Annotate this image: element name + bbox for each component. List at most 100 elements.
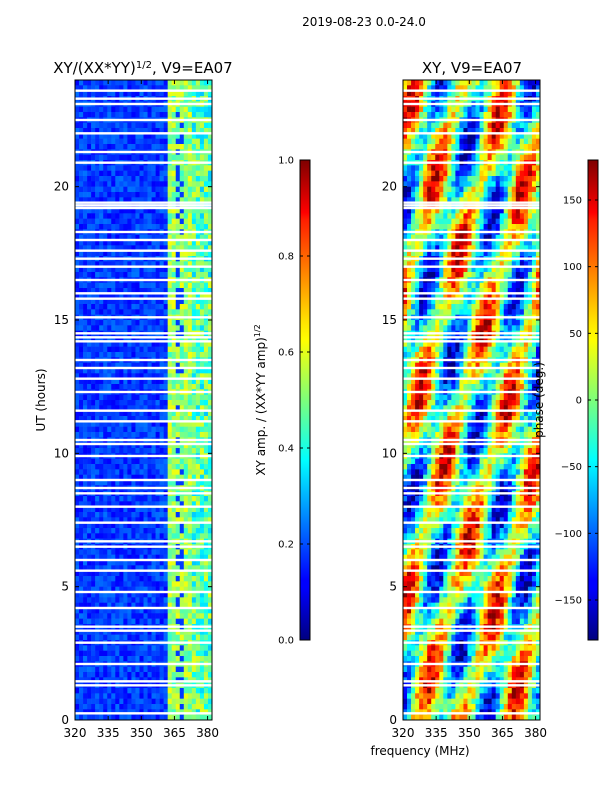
heatmap-cell	[535, 197, 541, 203]
heatmap-cell	[199, 325, 205, 331]
heatmap-cell	[135, 288, 140, 294]
heatmap-cell	[191, 586, 197, 593]
heatmap-cell	[175, 170, 181, 177]
heatmap-cell	[111, 208, 116, 214]
heatmap-cell	[427, 80, 432, 86]
flagged-row	[75, 569, 212, 572]
heatmap-cell	[191, 144, 197, 150]
heatmap-cell	[431, 85, 436, 91]
heatmap-cell	[79, 346, 84, 353]
heatmap-cell	[195, 570, 201, 577]
heatmap-cell	[79, 469, 84, 475]
heatmap-cell	[535, 122, 541, 129]
heatmap-cell	[199, 362, 205, 369]
heatmap-cell	[199, 128, 205, 134]
heatmap-cell	[159, 512, 164, 518]
heatmap-cell	[163, 554, 168, 561]
heatmap-cell	[95, 250, 100, 257]
heatmap-cell	[75, 352, 80, 358]
heatmap-cell	[183, 416, 189, 422]
heatmap-cell	[75, 469, 80, 475]
flagged-row	[75, 390, 212, 394]
heatmap-cell	[163, 106, 168, 113]
heatmap-cell	[131, 362, 136, 369]
heatmap-cell	[171, 688, 177, 694]
heatmap-cell	[483, 186, 488, 193]
heatmap-cell	[143, 240, 148, 246]
heatmap-cell	[75, 224, 80, 230]
heatmap-cell	[523, 122, 529, 129]
heatmap-cell	[487, 144, 492, 150]
heatmap-cell	[203, 432, 209, 438]
heatmap-cell	[79, 128, 84, 134]
heatmap-cell	[87, 352, 92, 358]
heatmap-cell	[175, 288, 181, 294]
heatmap-cell	[119, 309, 124, 315]
heatmap-cell	[183, 698, 189, 705]
heatmap-cell	[75, 650, 80, 657]
heatmap-cell	[107, 85, 112, 91]
heatmap-cell	[207, 592, 213, 598]
heatmap-cell	[131, 197, 136, 203]
heatmap-cell	[159, 346, 164, 353]
heatmap-cell	[135, 400, 140, 406]
heatmap-cell	[159, 250, 164, 257]
heatmap-cell	[75, 336, 80, 342]
heatmap-cell	[183, 346, 189, 353]
heatmap-cell	[135, 298, 140, 305]
heatmap-cell	[103, 181, 108, 187]
heatmap-cell	[147, 293, 152, 299]
heatmap-cell	[147, 378, 152, 385]
heatmap-cell	[115, 634, 120, 641]
heatmap-cell	[95, 554, 100, 561]
heatmap-cell	[127, 469, 132, 475]
heatmap-cell	[187, 234, 193, 241]
heatmap-cell	[107, 378, 112, 385]
heatmap-cell	[187, 522, 193, 529]
heatmap-cell	[187, 144, 193, 150]
heatmap-cell	[187, 421, 193, 427]
heatmap-cell	[111, 341, 116, 347]
heatmap-cell	[111, 421, 116, 427]
heatmap-cell	[167, 192, 173, 198]
heatmap-cell	[155, 650, 160, 657]
heatmap-cell	[167, 570, 173, 577]
heatmap-cell	[431, 90, 436, 97]
heatmap-cell	[495, 80, 501, 86]
heatmap-cell	[491, 170, 496, 177]
heatmap-cell	[131, 442, 136, 449]
heatmap-cell	[511, 90, 517, 97]
heatmap-cell	[87, 250, 92, 257]
heatmap-cell	[87, 602, 92, 609]
heatmap-cell	[467, 176, 472, 182]
heatmap-cell	[103, 282, 108, 289]
heatmap-cell	[519, 176, 525, 182]
heatmap-cell	[87, 613, 92, 619]
heatmap-cell	[115, 282, 120, 289]
heatmap-cell	[179, 581, 185, 587]
heatmap-cell	[179, 272, 185, 278]
heatmap-cell	[423, 112, 428, 118]
heatmap-cell	[83, 341, 88, 347]
heatmap-cell	[175, 128, 181, 134]
heatmap-cell	[83, 629, 88, 635]
heatmap-cell	[475, 176, 480, 182]
heatmap-cell	[131, 224, 136, 230]
heatmap-cell	[107, 586, 112, 593]
heatmap-cell	[155, 176, 160, 182]
heatmap-cell	[199, 378, 205, 385]
amplitude-title-main: XY/(XX*YY)	[53, 59, 136, 77]
heatmap-cell	[203, 213, 209, 219]
heatmap-cell	[175, 704, 181, 710]
heatmap-cell	[115, 581, 120, 587]
heatmap-cell	[483, 90, 488, 97]
heatmap-cell	[151, 208, 156, 214]
heatmap-cell	[195, 373, 201, 379]
heatmap-cell	[515, 197, 521, 203]
heatmap-cell	[143, 650, 148, 657]
heatmap-cell	[207, 298, 213, 305]
heatmap-cell	[199, 565, 205, 571]
heatmap-cell	[179, 565, 185, 571]
heatmap-cell	[99, 293, 104, 299]
heatmap-cell	[175, 426, 181, 433]
